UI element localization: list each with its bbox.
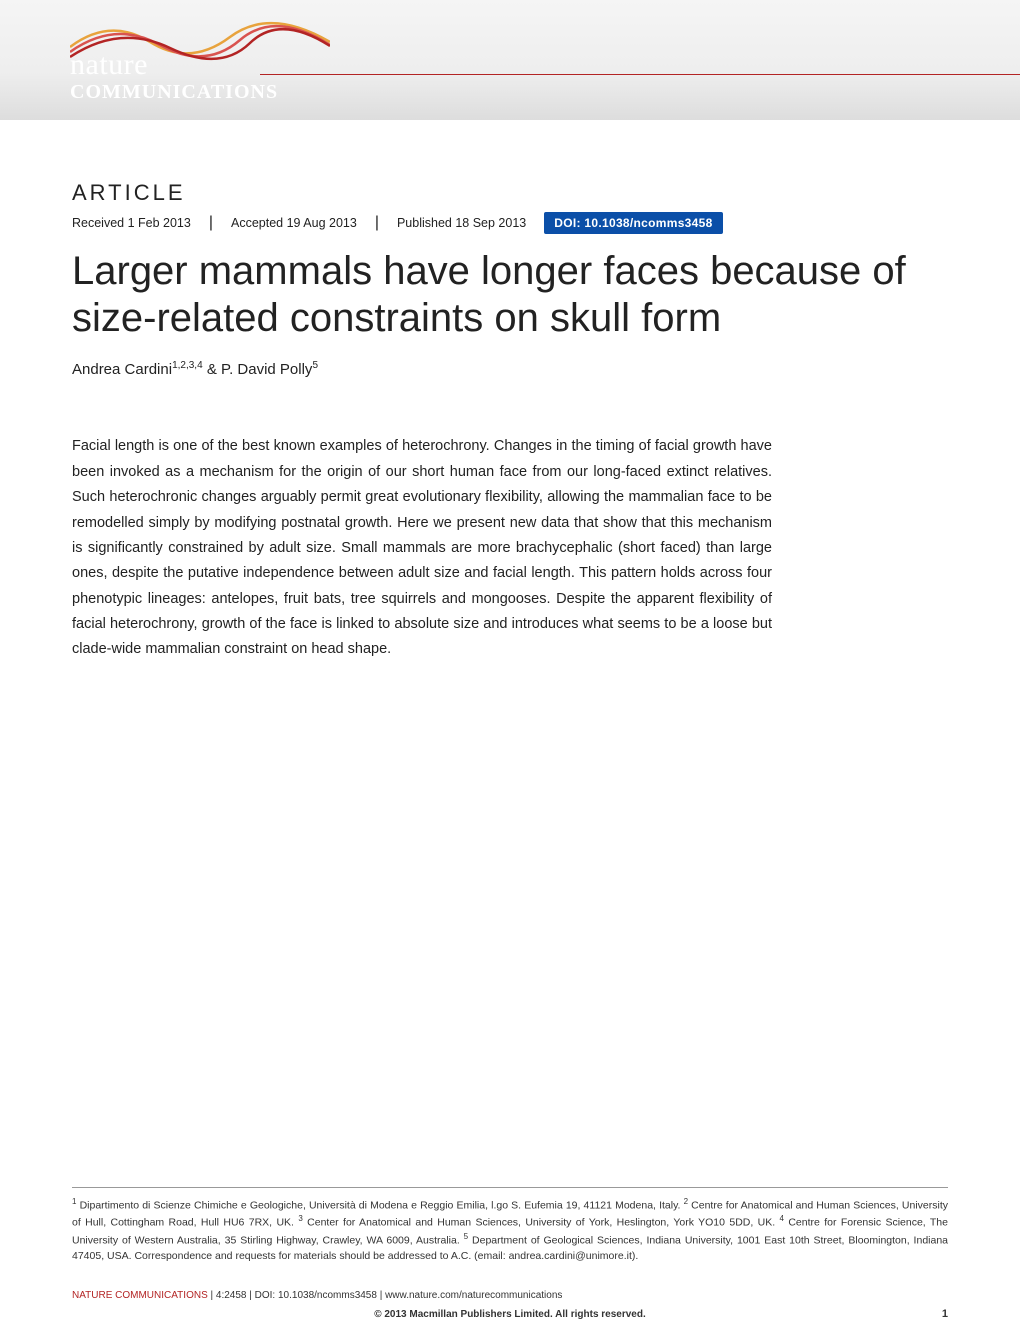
meta-accepted: Accepted 19 Aug 2013 [231, 216, 357, 230]
meta-separator: | [375, 214, 379, 232]
doi-badge: DOI: 10.1038/ncomms3458 [544, 212, 722, 234]
meta-separator: | [209, 214, 213, 232]
logo-text: nature COMMUNICATIONS [70, 50, 278, 102]
footer-copyright: © 2013 Macmillan Publishers Limited. All… [72, 1309, 948, 1320]
meta-published: Published 18 Sep 2013 [397, 216, 526, 230]
header-rule [260, 74, 1020, 75]
journal-header-band: nature COMMUNICATIONS [0, 0, 1020, 120]
logo-line2: COMMUNICATIONS [70, 82, 278, 102]
affiliations-block: 1 Dipartimento di Scienze Chimiche e Geo… [72, 1187, 948, 1264]
article-abstract: Facial length is one of the best known e… [72, 434, 772, 662]
footer-journal: NATURE COMMUNICATIONS [72, 1290, 208, 1301]
article-title: Larger mammals have longer faces because… [72, 248, 948, 342]
meta-received: Received 1 Feb 2013 [72, 216, 191, 230]
page-footer: NATURE COMMUNICATIONS | 4:2458 | DOI: 10… [72, 1290, 948, 1320]
journal-logo: nature COMMUNICATIONS [70, 12, 330, 108]
footer-page-number: 1 [942, 1308, 948, 1320]
article-meta-row: Received 1 Feb 2013 | Accepted 19 Aug 20… [72, 212, 948, 234]
article-type-label: ARTICLE [72, 180, 948, 206]
logo-line1: nature [70, 50, 278, 80]
footer-citation: | 4:2458 | DOI: 10.1038/ncomms3458 | www… [208, 1290, 563, 1301]
article-content: ARTICLE Received 1 Feb 2013 | Accepted 1… [0, 120, 1020, 663]
article-authors: Andrea Cardini1,2,3,4 & P. David Polly5 [72, 360, 948, 378]
